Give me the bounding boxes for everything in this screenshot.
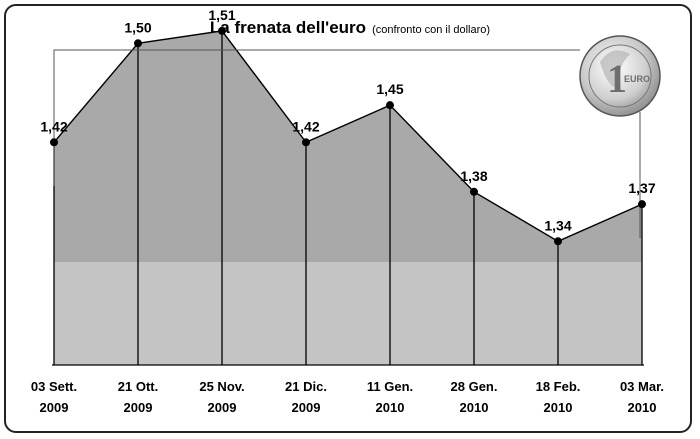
data-point-5 [470, 187, 478, 196]
data-point-6 [554, 237, 562, 246]
coin-numeral: 1 [607, 56, 627, 101]
data-point-0 [50, 138, 58, 147]
tick-year-0: 2009 [40, 400, 69, 415]
tick-year-2: 2009 [208, 400, 237, 415]
tick-year-6: 2010 [544, 400, 573, 415]
value-label-2: 1,51 [208, 7, 235, 23]
value-label-1: 1,50 [124, 19, 151, 35]
chart-title: La frenata dell'euro [209, 18, 367, 37]
value-label-0: 1,42 [40, 118, 67, 134]
tick-year-5: 2010 [460, 400, 489, 415]
tick-year-4: 2010 [376, 400, 405, 415]
tick-label-0: 03 Sett. [31, 379, 77, 394]
value-label-7: 1,37 [628, 180, 655, 196]
tick-label-6: 18 Feb. [536, 379, 581, 394]
coin-text: EURO [624, 74, 650, 84]
area-fill-lower [54, 262, 642, 365]
tick-year-7: 2010 [628, 400, 657, 415]
data-point-4 [386, 101, 394, 110]
tick-label-4: 11 Gen. [367, 379, 413, 394]
data-point-1 [134, 39, 142, 48]
value-label-5: 1,38 [460, 168, 487, 184]
value-label-3: 1,42 [292, 118, 319, 134]
title-row: La frenata dell'euro (confronto con il do… [0, 18, 700, 38]
tick-year-3: 2009 [292, 400, 321, 415]
tick-label-5: 28 Gen. [451, 379, 498, 394]
data-point-3 [302, 138, 310, 147]
tick-year-1: 2009 [124, 400, 153, 415]
tick-label-7: 03 Mar. [620, 379, 664, 394]
euro-coin-icon: 1 EURO [579, 35, 661, 117]
tick-label-1: 21 Ott. [118, 379, 158, 394]
value-label-6: 1,34 [544, 217, 571, 233]
data-point-7 [638, 200, 646, 209]
value-label-4: 1,45 [376, 81, 403, 97]
chart-subtitle: (confronto con il dollaro) [372, 24, 491, 36]
tick-label-3: 21 Dic. [285, 379, 327, 394]
tick-label-2: 25 Nov. [199, 379, 244, 394]
series-line [53, 30, 643, 243]
data-point-2 [218, 26, 226, 35]
